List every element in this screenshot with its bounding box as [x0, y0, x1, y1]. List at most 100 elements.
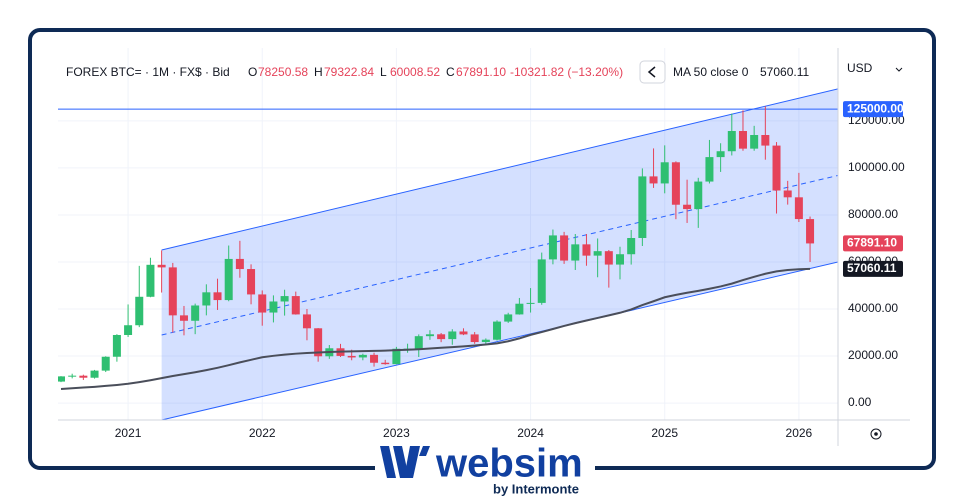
hline-tag [843, 101, 903, 118]
candle-body [302, 314, 311, 329]
candle-body [616, 254, 624, 265]
y-tick-label: 0.00 [848, 395, 872, 409]
candle-body [806, 219, 815, 244]
candle-body [738, 131, 747, 149]
candle-body [124, 325, 133, 335]
candle-body [157, 264, 166, 268]
candle-body [750, 135, 759, 149]
indicator-value: 57060.11 [760, 65, 809, 79]
candle-body [101, 356, 110, 371]
ma-label: 57060.11 [847, 261, 897, 275]
y-tick-label: 20000.00 [848, 348, 898, 362]
candle-body [448, 331, 457, 340]
candle-body [660, 162, 669, 184]
candle-body [671, 162, 680, 205]
indicator-name: MA 50 close 0 [673, 65, 749, 79]
logo-byline: by Intermonte [493, 481, 579, 496]
candle-body [627, 237, 636, 255]
candle-body [481, 339, 490, 343]
candle-body [179, 315, 188, 321]
candle-body [58, 376, 65, 382]
settings-icon[interactable] [870, 428, 882, 440]
y-axis: 0.0020000.0040000.0060000.0080000.001000… [115, 101, 905, 440]
ohlc-key: O [248, 65, 257, 79]
candle-body [135, 296, 144, 326]
candle-body [470, 334, 479, 343]
candle-body [112, 334, 121, 357]
candle-body [683, 204, 692, 210]
candle-body [582, 244, 591, 256]
candle-body [280, 296, 289, 302]
ohlc-legend: O 78250.58 H 79322.84 L 60008.52 C 67891.10 [248, 65, 506, 79]
collapse-button[interactable] [639, 60, 666, 84]
x-tick-label: 2023 [383, 426, 410, 440]
candle-body [705, 157, 714, 182]
x-tick-label: 2022 [249, 426, 276, 440]
plot-area [58, 48, 838, 420]
ma-line [60, 267, 811, 390]
logo-mark [380, 446, 430, 478]
last-close-tag [843, 235, 903, 252]
channel-lower [161, 261, 838, 420]
settings-icon-dot [874, 432, 878, 436]
candle-body [213, 292, 222, 301]
currency-selector[interactable]: USD [847, 61, 873, 75]
ohlc-value: 79322.84 [324, 65, 374, 79]
channel-fill [161, 88, 838, 420]
chevron-icon [647, 66, 656, 78]
ohlc-key: C [446, 65, 455, 79]
ohlc-value: 78250.58 [258, 65, 308, 79]
last-close-label: 67891.10 [847, 236, 897, 250]
candle-body [593, 251, 602, 256]
candle-body [191, 305, 200, 321]
candle-body [694, 181, 703, 210]
candle-body [716, 151, 725, 158]
candle-body [526, 302, 535, 304]
channel-median [161, 174, 838, 336]
candle-body [247, 269, 256, 295]
candle-body [224, 258, 233, 301]
candle-body [493, 321, 502, 340]
candle-body [638, 176, 647, 238]
candle-body [571, 244, 580, 261]
candle-body [727, 131, 736, 152]
candle-body [68, 375, 77, 377]
candle-body [504, 314, 513, 322]
channel-upper [161, 88, 838, 251]
y-tick-label: 80000.00 [848, 207, 898, 221]
change: -10321.82 (−13.20%) [510, 65, 623, 79]
ohlc-value: 67891.10 [456, 65, 506, 79]
candle-body [168, 267, 177, 316]
candle-body [291, 296, 300, 315]
candle-body [761, 135, 770, 146]
candle-body [437, 334, 446, 340]
candle-body [370, 354, 379, 363]
candle-body [604, 251, 613, 265]
candle-body [269, 301, 278, 313]
candle-body [548, 235, 557, 260]
y-tick-label: 40000.00 [848, 301, 898, 315]
x-tick-label: 2025 [651, 426, 678, 440]
ohlc-value: 60008.52 [390, 65, 440, 79]
x-tick-label: 2021 [115, 426, 142, 440]
candle-body [425, 334, 434, 337]
candle-body [258, 294, 267, 313]
symbol: FOREX BTC= · 1M · FX$ · Bid [66, 65, 230, 79]
candle-body [414, 336, 423, 349]
candle-body [794, 197, 803, 220]
candle-body [79, 375, 88, 378]
candle-body [392, 348, 401, 365]
candle-body [783, 190, 792, 198]
candle-body [146, 264, 155, 297]
candle-body [202, 292, 211, 306]
x-tick-label: 2026 [786, 426, 813, 440]
candle-body [90, 370, 99, 378]
y-tick-label: 100000.00 [848, 160, 905, 174]
candle-body [347, 355, 356, 358]
candle-body [515, 303, 524, 315]
ma-tag [843, 260, 903, 277]
ohlc-key: H [314, 65, 323, 79]
candle-body [235, 258, 244, 270]
